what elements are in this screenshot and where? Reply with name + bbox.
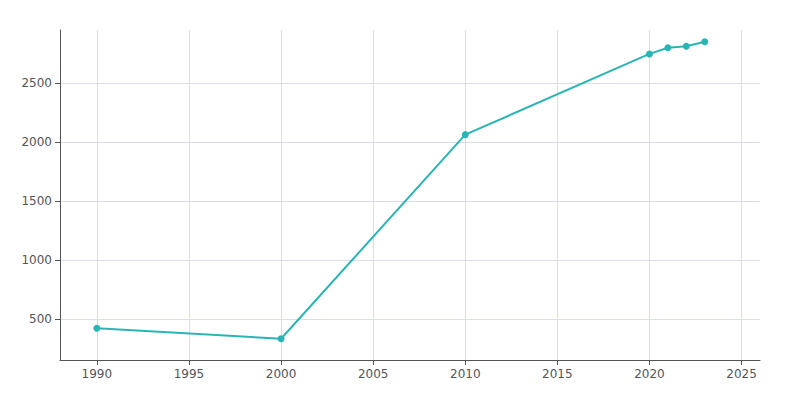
svg-text:1995: 1995 [174, 367, 205, 381]
svg-text:2015: 2015 [542, 367, 573, 381]
svg-text:2005: 2005 [358, 367, 389, 381]
svg-text:2010: 2010 [450, 367, 481, 381]
svg-text:2025: 2025 [726, 367, 757, 381]
svg-text:2020: 2020 [634, 367, 665, 381]
svg-text:1000: 1000 [21, 253, 52, 267]
svg-text:1990: 1990 [82, 367, 113, 381]
svg-text:2000: 2000 [266, 367, 297, 381]
svg-text:500: 500 [29, 312, 52, 326]
svg-text:2500: 2500 [21, 76, 52, 90]
svg-text:1500: 1500 [21, 194, 52, 208]
svg-text:2000: 2000 [21, 135, 52, 149]
